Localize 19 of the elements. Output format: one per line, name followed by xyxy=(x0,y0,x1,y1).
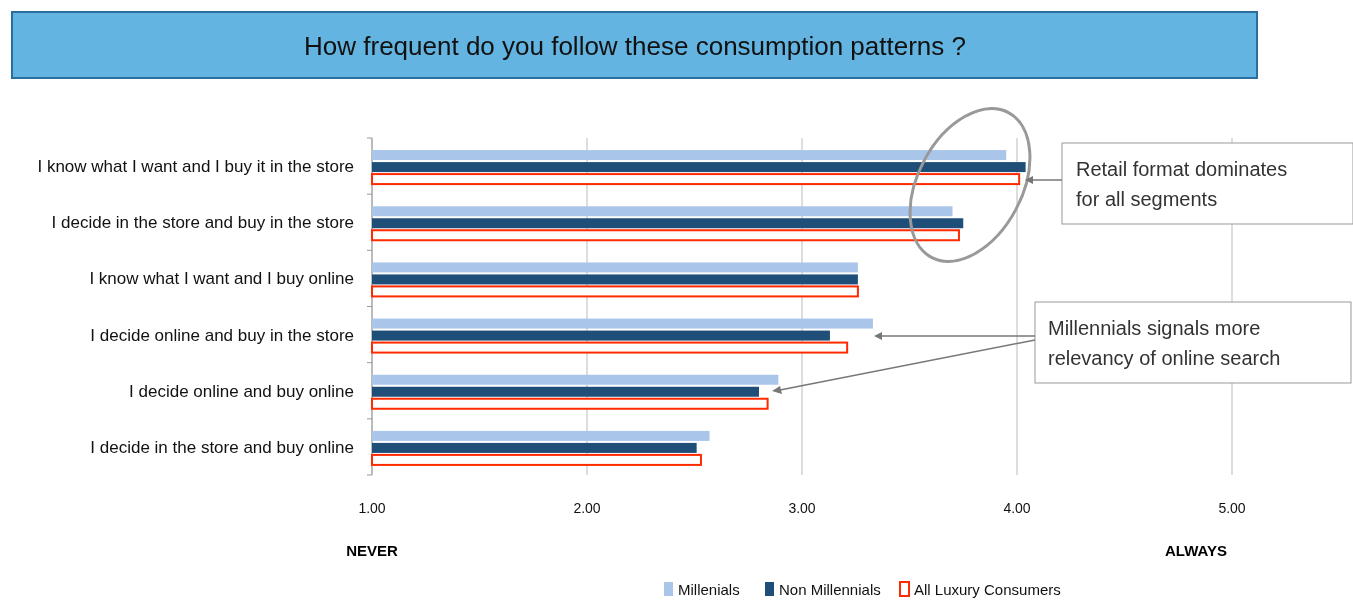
text: NEVER xyxy=(346,542,398,559)
x-tick-label: 3.00 xyxy=(788,500,816,516)
x-tick-label: 2.00 xyxy=(573,500,601,516)
y-tick-label: I decide in the store and buy online xyxy=(90,437,354,457)
y-tick-label: I decide in the store and buy in the store xyxy=(51,213,354,233)
annotation: Retail format dominates for all segments xyxy=(1076,158,1288,210)
x-tick-label: 1.00 xyxy=(358,500,386,516)
legend-label: All Luxury Consumers xyxy=(914,581,1061,598)
chart-title: How frequent do you follow these consumption patterns ? xyxy=(304,31,966,61)
legend-label: Millenials xyxy=(678,581,740,598)
y-tick-label: I know what I want and I buy online xyxy=(89,269,354,289)
annotation: Millennials signals more relevancy of online search xyxy=(1048,317,1281,369)
x-tick-label: 4.00 xyxy=(1003,500,1031,516)
x-tick-label: 5.00 xyxy=(1218,500,1246,516)
legend-label: Non Millennials xyxy=(779,581,881,598)
text: ALWAYS xyxy=(1165,542,1227,559)
y-tick-label: I decide online and buy online xyxy=(129,381,354,401)
y-tick-label: I know what I want and I buy it in the store xyxy=(37,157,354,177)
y-tick-label: I decide online and buy in the store xyxy=(90,325,354,345)
